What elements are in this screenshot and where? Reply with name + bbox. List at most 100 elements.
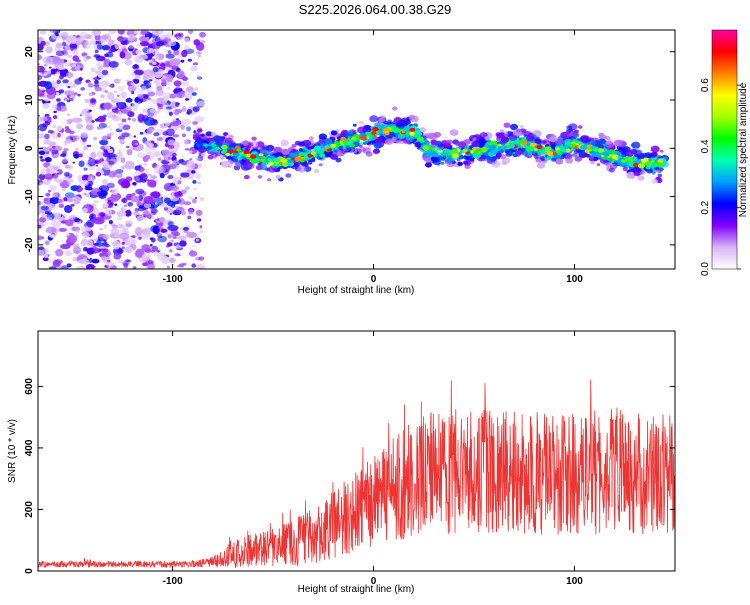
spectrogram-core-blob bbox=[280, 158, 287, 163]
spectrogram-core-blob bbox=[414, 130, 421, 136]
spectrogram-noise-blob bbox=[76, 123, 84, 130]
spectrogram-noise-blob bbox=[44, 98, 50, 102]
spectrogram-signal-blob bbox=[598, 138, 606, 145]
spectrogram-noise-blob bbox=[187, 58, 192, 62]
spectrogram-noise-blob bbox=[154, 78, 160, 85]
spectrogram-noise-blob bbox=[44, 120, 49, 123]
spectrogram-core-blob bbox=[575, 143, 579, 146]
spectrogram-signal-blob bbox=[358, 144, 363, 148]
spectrogram-signal-blob bbox=[201, 153, 206, 157]
spectrogram-noise-blob bbox=[167, 265, 170, 269]
spectrogram-noise-blob bbox=[84, 40, 91, 50]
spectrogram-core-blob bbox=[330, 143, 337, 148]
spectrogram-noise-blob bbox=[91, 91, 96, 95]
spectrogram-signal-blob bbox=[373, 142, 383, 149]
spectrogram-noise-blob bbox=[169, 249, 173, 253]
spectrogram-noise-blob bbox=[118, 111, 122, 116]
spectrogram-noise-blob bbox=[139, 41, 150, 47]
spectrogram-noise-blob bbox=[102, 33, 112, 42]
spectrogram-signal-blob bbox=[591, 151, 598, 157]
spectrogram-signal-blob bbox=[285, 173, 292, 178]
colorbar-label: Normalized spectral amplitude bbox=[738, 82, 749, 217]
spectrogram-signal-blob bbox=[318, 163, 323, 167]
spectrogram-core-blob bbox=[374, 136, 378, 139]
spectrogram-noise-blob bbox=[159, 173, 165, 179]
spectrogram-noise-blob bbox=[107, 160, 115, 166]
spectrogram-core-blob bbox=[555, 147, 560, 151]
spectrogram-noise-blob bbox=[167, 225, 179, 231]
spectrogram-noise-blob bbox=[134, 142, 139, 146]
spectrogram-noise-blob bbox=[142, 208, 146, 211]
spectrogram-signal-blob bbox=[564, 136, 570, 140]
spectrogram-noise-blob bbox=[143, 95, 149, 99]
spectrogram-noise-blob bbox=[190, 65, 198, 72]
spectrogram-core-blob bbox=[527, 146, 535, 152]
spectrogram-noise-blob bbox=[147, 179, 157, 188]
spectrogram-signal-blob bbox=[424, 133, 429, 137]
spectrogram-noise-blob bbox=[102, 45, 110, 51]
spectrogram-signal-blob bbox=[335, 157, 342, 163]
spectrogram-noise-blob bbox=[148, 79, 153, 82]
spectrogram-signal-blob bbox=[195, 143, 202, 148]
spectrogram-signal-blob bbox=[580, 150, 586, 155]
spectrogram-noise-blob bbox=[99, 237, 104, 241]
spectrogram-noise-blob bbox=[65, 139, 73, 144]
snr-xtick-label: 100 bbox=[566, 576, 583, 587]
spectrogram-noise-blob bbox=[51, 149, 60, 159]
spectrogram-noise-blob bbox=[50, 234, 56, 238]
spectrogram-noise-blob bbox=[159, 216, 166, 223]
spectrogram-noise-blob bbox=[131, 72, 136, 76]
spectrogram-noise-blob bbox=[55, 248, 64, 257]
colorbar-tick-label: 0.0 bbox=[700, 262, 711, 276]
spectrogram-noise-blob bbox=[38, 74, 43, 81]
spectrogram-noise-blob bbox=[51, 165, 61, 170]
spectrogram-noise-blob bbox=[42, 248, 49, 253]
spectrogram-noise-blob bbox=[135, 49, 142, 55]
spectrogram-noise-blob bbox=[83, 246, 89, 252]
spectrogram-noise-blob bbox=[181, 211, 186, 216]
spectrogram-noise-blob bbox=[46, 69, 52, 75]
spectrogram-noise-blob bbox=[85, 114, 93, 122]
spectrogram-noise-blob bbox=[191, 170, 196, 174]
spectrogram-noise-blob bbox=[178, 32, 184, 38]
snr-xlabel: Height of straight line (km) bbox=[298, 584, 415, 595]
spectrogram-noise-blob bbox=[80, 87, 86, 91]
spectrogram-noise-blob bbox=[94, 34, 101, 41]
spectrogram-signal-blob bbox=[280, 148, 290, 156]
spectrogram-noise-blob bbox=[63, 97, 69, 101]
spectrogram-noise-blob bbox=[164, 231, 170, 236]
spectrogram-noise-blob bbox=[80, 151, 85, 155]
spectrogram-noise-blob bbox=[116, 216, 123, 221]
spectrogram-noise-blob bbox=[127, 34, 136, 42]
spectrogram-noise-blob bbox=[175, 166, 180, 169]
spectrogram-noise-blob bbox=[57, 65, 64, 70]
spectrogram-noise-blob bbox=[184, 148, 190, 151]
spectrogram-core-blob bbox=[392, 128, 399, 133]
spectrogram-noise-blob bbox=[171, 152, 177, 157]
spectrogram-noise-blob bbox=[103, 102, 113, 110]
spectrogram-core-blob bbox=[477, 151, 481, 154]
spectrogram-signal-blob bbox=[566, 125, 573, 131]
spectrogram-core-blob bbox=[340, 136, 346, 142]
spectrogram-noise-blob bbox=[151, 30, 164, 36]
spectrogram-noise-blob bbox=[67, 54, 73, 58]
spectrogram-noise-blob bbox=[80, 112, 86, 116]
spectrogram-core-blob bbox=[391, 125, 396, 129]
spectrogram-signal-blob bbox=[565, 157, 574, 164]
spectrogram-noise-blob bbox=[138, 205, 144, 209]
spectrogram-core-blob bbox=[451, 149, 458, 154]
spectrogram-core-blob bbox=[409, 127, 416, 132]
spectrogram-signal-blob bbox=[605, 162, 612, 167]
spectrogram-noise-blob bbox=[130, 82, 135, 86]
spectrogram-noise-blob bbox=[124, 160, 135, 170]
spectrogram-noise-blob bbox=[192, 121, 198, 125]
spectrogram-noise-blob bbox=[38, 224, 42, 229]
spectrogram-noise-blob bbox=[61, 31, 69, 37]
spectrogram-core-blob bbox=[323, 148, 327, 151]
spectrogram-noise-blob bbox=[167, 139, 176, 146]
spectrogram-noise-blob bbox=[186, 109, 193, 114]
spectrogram-noise-blob bbox=[184, 37, 190, 43]
spectrogram-signal-blob bbox=[273, 146, 283, 154]
spectrogram-noise-blob bbox=[49, 30, 58, 34]
